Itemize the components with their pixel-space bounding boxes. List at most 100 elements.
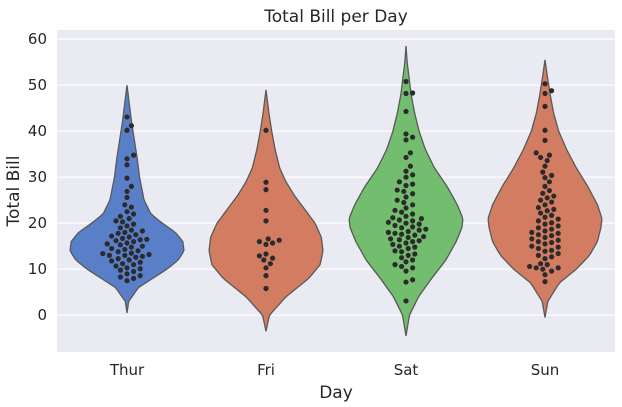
swarm-point bbox=[117, 213, 123, 219]
swarm-point bbox=[542, 272, 548, 278]
swarm-point bbox=[416, 238, 422, 244]
swarm-point bbox=[542, 221, 548, 227]
swarm-point bbox=[412, 232, 418, 238]
swarm-point bbox=[542, 183, 548, 189]
swarm-point bbox=[555, 244, 561, 250]
swarm-point bbox=[542, 103, 548, 109]
swarm-point bbox=[410, 202, 416, 208]
swarm-point bbox=[407, 150, 413, 156]
swarm-point bbox=[124, 209, 130, 215]
swarm-point bbox=[126, 216, 132, 222]
swarm-point bbox=[555, 250, 561, 257]
swarm-point bbox=[124, 265, 130, 271]
swarm-point bbox=[100, 250, 106, 257]
swarm-point bbox=[124, 114, 130, 120]
swarm-point bbox=[137, 266, 143, 272]
swarm-point bbox=[549, 88, 555, 94]
swarm-point bbox=[542, 279, 548, 285]
swarm-point bbox=[533, 265, 539, 271]
swarm-point bbox=[263, 265, 269, 271]
swarm-point bbox=[410, 90, 416, 96]
swarm-point bbox=[403, 279, 409, 285]
swarm-point bbox=[128, 227, 134, 233]
swarm-point bbox=[137, 273, 143, 279]
swarm-point bbox=[403, 220, 409, 226]
swarm-point bbox=[390, 215, 396, 221]
swarm-point bbox=[535, 218, 542, 224]
x-tick-label: Fri bbox=[257, 361, 275, 379]
swarm-point bbox=[261, 257, 267, 263]
swarm-point bbox=[403, 168, 409, 174]
swarm-point bbox=[555, 223, 561, 229]
swarm-point bbox=[267, 261, 273, 267]
swarm-point bbox=[555, 265, 561, 271]
swarm-point bbox=[412, 244, 418, 250]
swarm-point bbox=[533, 150, 539, 156]
swarm-point bbox=[546, 152, 553, 158]
swarm-point bbox=[549, 212, 555, 218]
swarm-point bbox=[124, 194, 130, 201]
swarm-point bbox=[407, 163, 413, 169]
swarm-point bbox=[410, 211, 416, 217]
swarm-point bbox=[392, 262, 398, 268]
swarm-point bbox=[403, 137, 409, 143]
swarm-point bbox=[529, 229, 535, 235]
swarm-point bbox=[392, 230, 398, 236]
swarm-point bbox=[546, 187, 553, 194]
swarm-point bbox=[124, 278, 130, 284]
swarm-point bbox=[403, 90, 409, 97]
swarm-point bbox=[385, 229, 391, 235]
swarm-point bbox=[128, 244, 134, 250]
swarm-point bbox=[385, 219, 391, 225]
chart-title: Total Bill per Day bbox=[263, 7, 408, 27]
swarm-point bbox=[410, 265, 416, 271]
swarm-point bbox=[396, 217, 402, 223]
swarm-point bbox=[270, 255, 276, 261]
swarm-point bbox=[551, 193, 557, 199]
swarm-point bbox=[109, 233, 115, 239]
swarm-point bbox=[549, 254, 555, 260]
swarm-point bbox=[109, 245, 115, 252]
swarm-point bbox=[544, 208, 550, 214]
swarm-point bbox=[549, 247, 555, 253]
swarm-point bbox=[137, 259, 143, 265]
swarm-point bbox=[135, 248, 141, 254]
swarm-point bbox=[403, 174, 409, 180]
swarm-point bbox=[555, 237, 561, 243]
swarm-point bbox=[270, 240, 276, 246]
swarm-point bbox=[399, 263, 405, 270]
swarm-point bbox=[139, 243, 145, 249]
swarm-point bbox=[551, 206, 557, 212]
swarm-point bbox=[117, 274, 123, 280]
swarm-point bbox=[549, 220, 555, 226]
swarm-point bbox=[256, 253, 262, 259]
swarm-point bbox=[538, 154, 544, 161]
swarm-point bbox=[124, 271, 130, 277]
swarm-point bbox=[555, 230, 561, 236]
swarm-point bbox=[538, 261, 544, 267]
swarm-point bbox=[394, 187, 400, 193]
swarm-point bbox=[128, 250, 134, 256]
swarm-point bbox=[139, 253, 145, 259]
swarm-point bbox=[122, 229, 128, 235]
swarm-point bbox=[392, 222, 398, 229]
swarm-point bbox=[542, 241, 548, 247]
y-tick-label: 40 bbox=[28, 122, 47, 140]
swarm-point bbox=[403, 154, 409, 161]
swarm-point bbox=[131, 239, 137, 245]
swarm-point bbox=[535, 204, 542, 211]
swarm-point bbox=[405, 228, 411, 235]
swarm-point bbox=[527, 263, 533, 270]
swarm-point bbox=[399, 231, 405, 237]
swarm-point bbox=[139, 228, 145, 234]
swarm-point bbox=[144, 236, 150, 242]
swarm-point bbox=[120, 219, 126, 225]
swarm-point bbox=[399, 255, 405, 261]
swarm-point bbox=[403, 205, 409, 211]
swarm-point bbox=[403, 108, 409, 115]
swarm-point bbox=[263, 273, 269, 279]
swarm-point bbox=[124, 240, 130, 246]
swarm-point bbox=[263, 241, 269, 247]
swarm-point bbox=[104, 241, 110, 247]
swarm-point bbox=[410, 191, 416, 197]
